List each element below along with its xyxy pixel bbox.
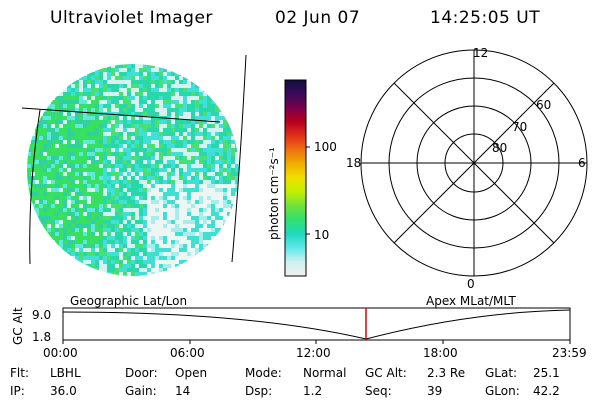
info-key: Gain: xyxy=(125,384,157,398)
timeline-xtick-1200: 12:00 xyxy=(296,346,331,360)
colorbar-tick-10: 10 xyxy=(314,228,330,242)
timeline-xtick-1800: 18:00 xyxy=(423,346,458,360)
mlat-label-70: 70 xyxy=(512,120,528,134)
info-key: IP: xyxy=(10,384,25,398)
mlt-label-6: 6 xyxy=(578,156,586,170)
mlt-label-12: 12 xyxy=(473,46,489,60)
instrument-title: Ultraviolet Imager xyxy=(50,8,213,28)
info-value: LBHL xyxy=(50,366,81,380)
timeline-left-label: Geographic Lat/Lon xyxy=(70,294,188,308)
info-key: GC Alt: xyxy=(365,366,407,380)
colorbar xyxy=(284,79,310,277)
mlt-label-0: 0 xyxy=(467,277,475,291)
info-key: Dsp: xyxy=(245,384,273,398)
info-value: Normal xyxy=(303,366,347,380)
geo-latitude-line xyxy=(21,107,221,123)
timeline-right-label: Apex MLat/MLT xyxy=(426,294,516,308)
geo-longitude-line-left xyxy=(29,109,41,265)
timeline-ytick-bottom: 1.8 xyxy=(32,330,52,344)
info-value: 36.0 xyxy=(50,384,77,398)
info-key: GLat: xyxy=(485,366,518,380)
info-value: 14 xyxy=(175,384,191,398)
timeline-xtick-2359: 23:59 xyxy=(552,346,587,360)
info-key: Flt: xyxy=(10,366,29,380)
info-key: GLon: xyxy=(485,384,520,398)
info-value: 42.2 xyxy=(533,384,560,398)
timeline-ytick-top: 9.0 xyxy=(32,308,52,322)
info-key: Seq: xyxy=(365,384,392,398)
info-value: Open xyxy=(175,366,208,380)
earth-disk-image xyxy=(27,64,239,276)
info-value: 25.1 xyxy=(533,366,560,380)
info-key: Door: xyxy=(125,366,158,380)
timeline-ylabel: GC Alt xyxy=(11,307,25,345)
mlt-label-18: 18 xyxy=(346,156,362,170)
mlat-label-60: 60 xyxy=(536,98,552,112)
date-label: 02 Jun 07 xyxy=(275,8,361,28)
colorbar-tick-100: 100 xyxy=(314,140,337,154)
info-value: 1.2 xyxy=(303,384,323,398)
info-key: Mode: xyxy=(245,366,282,380)
colorbar-gradient xyxy=(284,79,307,277)
timeline-xtick-0600: 06:00 xyxy=(170,346,205,360)
info-value: 39 xyxy=(427,384,443,398)
time-label: 14:25:05 UT xyxy=(430,8,541,28)
info-value: 2.3 Re xyxy=(427,366,466,380)
colorbar-unit-label: photon cm⁻²s⁻¹ xyxy=(267,147,281,240)
mlat-label-80: 80 xyxy=(492,141,508,155)
geo-longitude-line-right xyxy=(231,54,247,263)
timeline-xtick-0000: 00:00 xyxy=(43,346,78,360)
